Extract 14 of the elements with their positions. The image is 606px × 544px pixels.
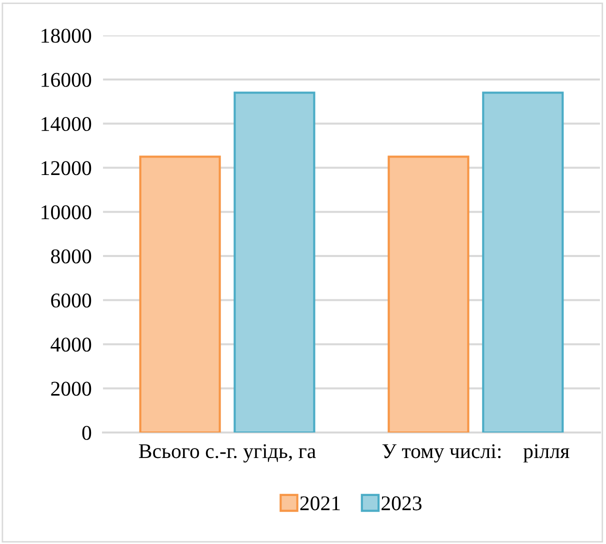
y-tick-label: 6000 xyxy=(51,293,92,308)
y-tick-label: 4000 xyxy=(50,338,92,352)
y-tick-label: 8000 xyxy=(51,249,92,264)
y-tick-label: 2000 xyxy=(51,382,92,396)
x-tick-label: У тому числі: рілля xyxy=(382,444,570,462)
y-tick-label: 0 xyxy=(82,426,92,440)
x-tick-label: Всього с.-г. угідь, га xyxy=(138,444,316,462)
y-tick-label: 18000 xyxy=(42,28,92,43)
y-tick-label: 16000 xyxy=(42,72,92,87)
y-tick-label: 14000 xyxy=(42,116,92,132)
y-tick-label: 12000 xyxy=(42,161,92,176)
y-tick-label: 10000 xyxy=(42,205,92,220)
legend-label: 2021 xyxy=(300,496,340,510)
legend-label: 2023 xyxy=(382,496,422,510)
